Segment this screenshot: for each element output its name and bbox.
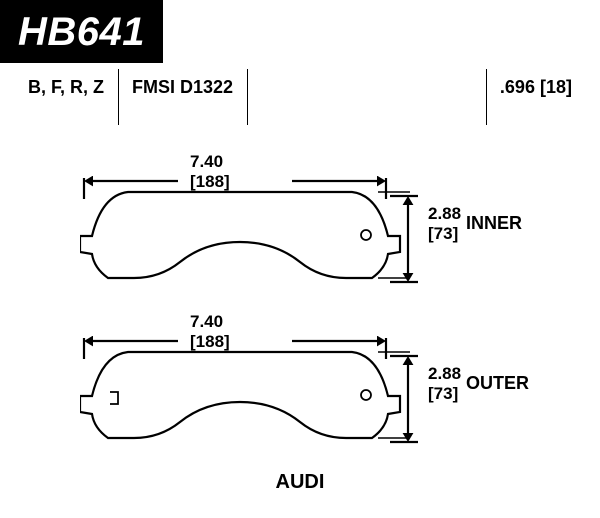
inner-height-arrow-svg <box>390 194 426 286</box>
outer-height-mm: [73] <box>428 384 458 403</box>
part-number: HB641 <box>18 10 145 54</box>
compounds-cell: B, F, R, Z <box>26 75 118 98</box>
thickness-in: .696 <box>500 77 535 97</box>
fmsi-text: FMSI D1322 <box>132 77 233 97</box>
outer-hole <box>361 390 371 400</box>
inner-hole <box>361 230 371 240</box>
outer-height-label: 2.88 [73] <box>428 364 461 405</box>
inner-side-label: INNER <box>466 213 522 234</box>
inner-pad-outline <box>80 192 400 278</box>
thickness-mm: [18] <box>540 77 572 97</box>
spec-row: B, F, R, Z FMSI D1322 .696 [18] <box>0 75 600 98</box>
brand-label: AUDI <box>0 471 600 494</box>
outer-height-dim: 2.88 [73] <box>390 354 426 451</box>
inner-height-mm: [73] <box>428 224 458 243</box>
inner-width-in: 7.40 <box>190 152 223 171</box>
outer-side-label: OUTER <box>466 373 529 394</box>
outer-height-in: 2.88 <box>428 364 461 383</box>
inner-height-arrow <box>390 196 418 282</box>
divider-2 <box>247 69 248 125</box>
outer-pad-svg <box>80 336 410 456</box>
outer-width-arrow <box>84 336 386 359</box>
outer-pad-outline <box>80 352 400 438</box>
outer-height-arrow <box>390 356 418 442</box>
outer-height-arrow-svg <box>390 354 426 446</box>
outer-notch <box>110 392 118 404</box>
thickness-cell: .696 [18] <box>486 75 574 98</box>
fmsi-cell: FMSI D1322 <box>118 75 247 98</box>
inner-width-arrow <box>84 176 386 199</box>
inner-pad-svg <box>80 176 410 296</box>
inner-height-in: 2.88 <box>428 204 461 223</box>
inner-height-label: 2.88 [73] <box>428 204 461 245</box>
inner-height-dim: 2.88 [73] <box>390 194 426 291</box>
outer-width-in: 7.40 <box>190 312 223 331</box>
diagram-area: 7.40 [188] 2.88 [73] INNER 7.40 [188] <box>0 136 600 476</box>
divider-3 <box>486 69 487 125</box>
compounds-text: B, F, R, Z <box>28 77 104 97</box>
part-number-header: HB641 <box>0 0 163 63</box>
